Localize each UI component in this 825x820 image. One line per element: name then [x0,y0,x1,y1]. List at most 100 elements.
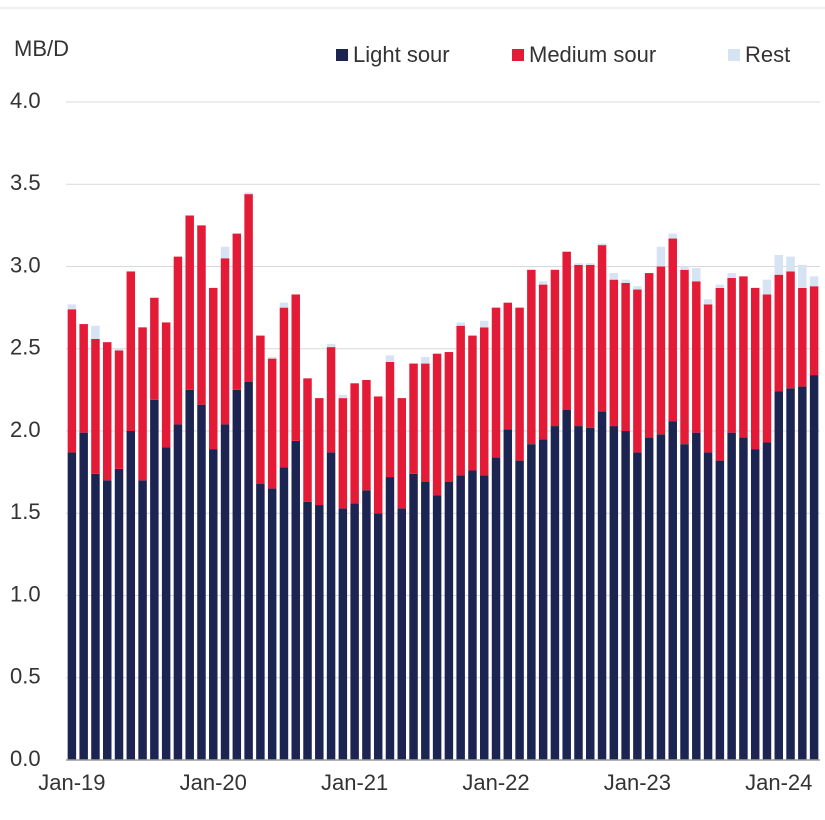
bar-segment [668,238,677,422]
y-tick-label: 0.0 [10,746,41,771]
bar-segment [798,264,807,288]
bar-segment [279,467,289,760]
bar-segment [315,505,324,760]
bar-segment [574,264,583,427]
bar-segment [397,398,407,509]
bar-segment [656,266,666,435]
bar-segment [597,411,607,760]
bar-segment [350,383,359,504]
y-tick-label: 2.0 [10,417,41,442]
bar-segment [114,348,124,351]
y-tick-label: 1.0 [10,581,41,606]
legend-swatch [336,49,348,61]
bar-segment [515,307,524,461]
bar-segment [715,460,725,760]
bar-segment [491,307,501,458]
bar-segment [680,444,689,760]
bar-segment [538,439,548,760]
bar-segment [633,286,642,290]
bar-segment [303,378,312,502]
bar-segment [79,432,88,760]
bar-segment [692,268,701,282]
bar-segment [774,254,784,275]
y-tick-label: 1.5 [10,499,41,524]
bar-segment [786,256,795,272]
bar-segment [586,263,595,265]
bar-segment [126,271,136,431]
bar-segment [197,404,206,760]
y-tick-label: 4.0 [10,88,41,113]
bar-segment [444,481,454,760]
bar-segment [102,342,112,481]
bar-segment [338,508,348,760]
bar-segment [421,481,430,760]
bar-segment [550,269,560,427]
bar-segment [362,490,371,760]
bar-segment [315,398,324,506]
legend-swatch [728,49,740,61]
bar-segment [67,452,77,760]
bar-segment [750,287,760,450]
bar-segment [798,386,807,760]
bar-segment [739,437,748,760]
bar-segment [715,284,725,288]
bar-segment [491,457,501,760]
bar-segment [586,264,595,428]
bar-segment [150,297,159,400]
bar-segment [279,307,289,468]
bar-segment [621,282,630,431]
bar-segment [680,266,689,270]
bar-segment [739,276,748,438]
bar-segment [479,327,489,476]
bar-segment [456,475,465,760]
y-tick-label: 2.5 [10,335,41,360]
bar-segment [91,338,100,474]
bar-segment [727,432,736,760]
bar-segment [385,355,395,362]
bar-segment [762,294,772,443]
bar-segment [232,389,242,760]
bar-segment [692,281,701,433]
bar-segment [503,429,513,760]
bar-segment [209,449,218,760]
bar-segment [362,380,371,491]
bar-segment [220,246,230,259]
bar-segment [703,304,713,453]
bar-segment [161,447,171,760]
bar-segment [338,398,348,509]
bar-segment [150,399,159,760]
bar-segment [703,452,713,760]
bar-segment [373,513,383,760]
bar-segment [703,299,713,305]
x-tick-label: Jan-19 [38,770,105,795]
x-tick-label: Jan-21 [321,770,388,795]
bar-segment [656,246,666,267]
bar-segment [185,389,194,760]
bar-segment [256,335,265,484]
bar-segment [715,287,725,461]
bar-segment [409,473,418,760]
bar-segment [161,322,171,448]
bar-segment [479,320,489,328]
bar-segment [432,495,442,760]
bar-segment [668,421,677,760]
bar-segment [126,431,136,760]
bar-segment [432,353,442,496]
bar-segment [91,473,100,760]
bar-segment [527,444,536,760]
x-tick-label: Jan-23 [604,770,671,795]
legend-label: Rest [745,42,790,67]
bar-segment [503,302,513,430]
bar-segment [338,394,348,399]
bar-segment [326,347,336,453]
bar-segment [409,363,418,474]
y-tick-label: 3.5 [10,170,41,195]
bar-segment [574,263,583,265]
bar-segment [538,284,548,440]
bar-segment [633,452,642,760]
bar-segment [633,289,642,453]
bar-segment [597,245,607,412]
bar-segment [527,269,536,445]
bar-segment [479,475,489,760]
bar-segment [209,287,218,450]
